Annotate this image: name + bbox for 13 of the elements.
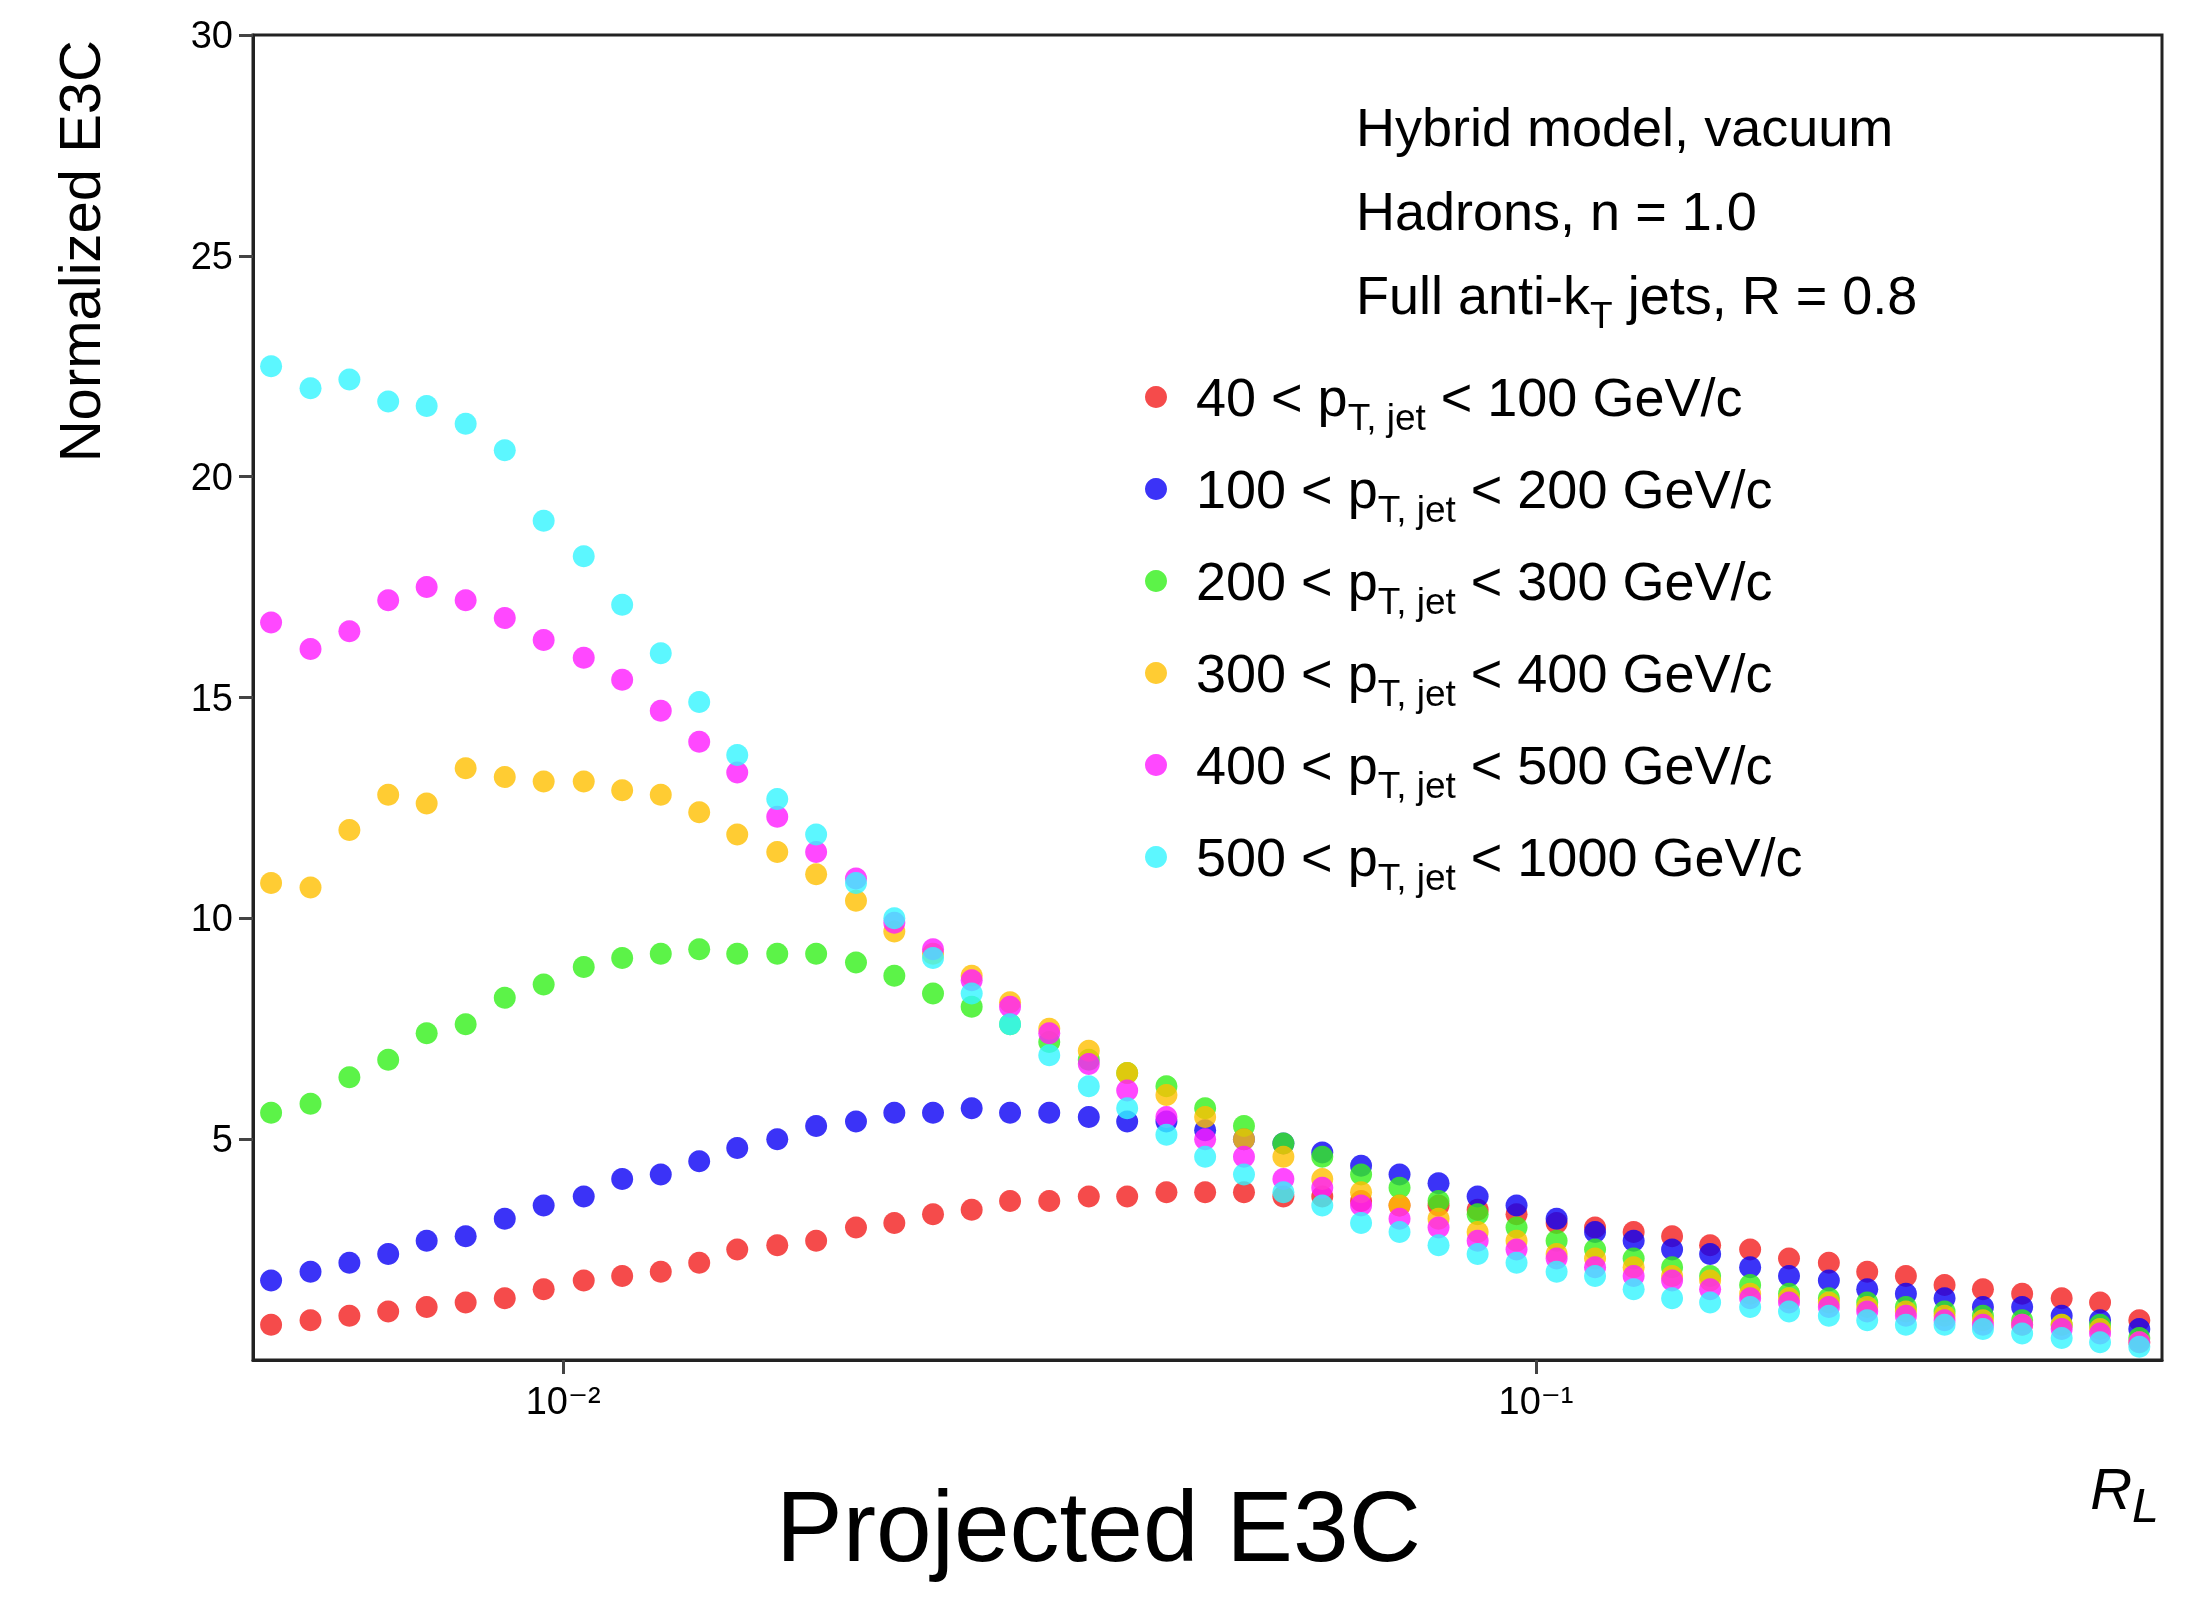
x-axis-title: R$_{L}$ [2090, 1455, 2159, 1533]
y-tick-label: 20 [190, 455, 233, 498]
y-tick-label: 10 [190, 897, 233, 940]
y-tick-label: 15 [190, 676, 233, 719]
y-tick-label: 30 [190, 14, 233, 56]
x-tick-label: 10⁻¹ [1498, 1380, 1574, 1422]
annotation: Hybrid model, vacuum [1356, 97, 1894, 157]
y-tick-label: 25 [190, 234, 233, 277]
y-axis-title: Normalized E3C [46, 40, 112, 463]
text: Projected E3C [776, 1470, 1421, 1582]
annotation: Hadrons, n = 1.0 [1356, 181, 1757, 241]
y-tick-label: 5 [211, 1118, 233, 1161]
x-tick-label: 10⁻² [525, 1380, 601, 1422]
